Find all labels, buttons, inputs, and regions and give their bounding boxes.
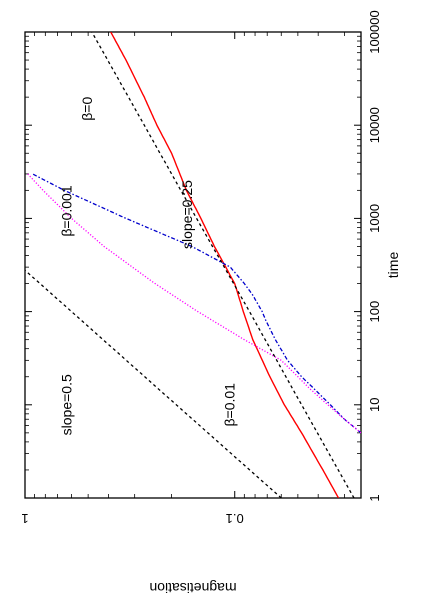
- series-line: [25, 269, 282, 498]
- series-annotation: β=0.001: [59, 185, 75, 236]
- annotations: β=0 β=0.001 β=0.01 slope=0.5 slope=0.25: [59, 97, 238, 436]
- plot-frame: [24, 31, 362, 499]
- series-annotation: β=0: [79, 97, 95, 121]
- axis-ticks: [24, 31, 361, 499]
- x-tick-label: 100000: [367, 10, 382, 53]
- x-tick-label: 100: [367, 301, 382, 323]
- series-line: [110, 32, 340, 498]
- x-tick-label: 1: [367, 494, 382, 501]
- tick-labels: 1 10 100 1000 10000 100000 1 0.1: [21, 10, 382, 526]
- series-annotation: slope=0.5: [59, 374, 75, 435]
- x-tick-label: 10000: [367, 107, 382, 143]
- series-line: [91, 32, 355, 498]
- x-tick-label: 10: [367, 398, 382, 412]
- series-group: [25, 32, 361, 498]
- series-line: [32, 173, 361, 434]
- series-annotation: β=0.01: [222, 383, 238, 427]
- y-tick-label: 1: [21, 511, 28, 526]
- x-tick-label: 1000: [367, 204, 382, 233]
- series-line: [27, 173, 361, 434]
- y-axis-label: magnetisation: [149, 580, 236, 596]
- y-tick-label: 0.1: [226, 511, 244, 526]
- series-annotation: slope=0.25: [179, 180, 195, 249]
- x-axis-label: time: [385, 252, 401, 279]
